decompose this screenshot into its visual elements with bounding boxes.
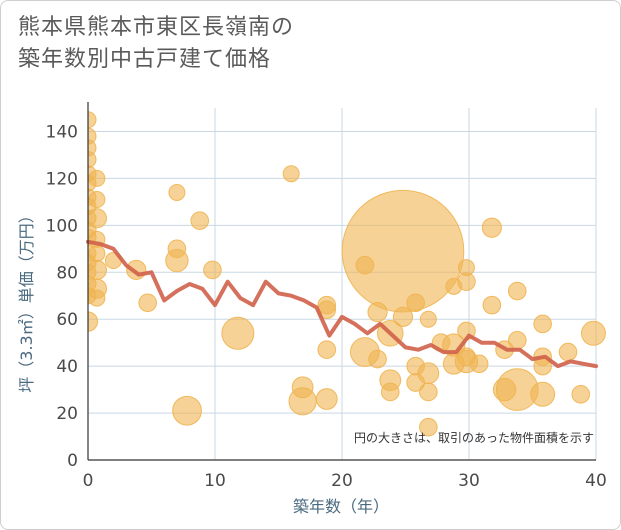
y-tick-label: 0 bbox=[67, 451, 78, 471]
data-bubble bbox=[88, 191, 106, 209]
data-bubble bbox=[419, 310, 437, 328]
x-tick-label: 40 bbox=[585, 471, 607, 491]
data-bubble bbox=[88, 244, 106, 262]
trend-line bbox=[86, 239, 598, 369]
data-bubble bbox=[282, 165, 300, 183]
y-tick-label: 100 bbox=[46, 216, 78, 236]
data-bubble bbox=[558, 342, 578, 362]
chart-title: 熊本県熊本市東区長嶺南の 築年数別中古戸建て価格 bbox=[18, 12, 294, 76]
data-bubble bbox=[580, 320, 606, 346]
data-bubble bbox=[315, 388, 338, 410]
data-bubble bbox=[172, 395, 202, 426]
data-bubble bbox=[507, 281, 527, 301]
y-tick-label: 20 bbox=[56, 404, 78, 424]
chart-title-line2: 築年数別中古戸建て価格 bbox=[18, 47, 272, 72]
data-bubble bbox=[419, 417, 438, 437]
y-tick-label: 120 bbox=[46, 169, 78, 189]
data-bubble bbox=[288, 387, 317, 416]
data-bubble bbox=[88, 111, 97, 129]
bubble-layer bbox=[88, 111, 606, 437]
y-tick-label: 40 bbox=[56, 357, 78, 377]
data-bubble bbox=[530, 381, 556, 407]
data-bubble bbox=[165, 248, 189, 273]
x-tick-label: 10 bbox=[204, 471, 226, 491]
data-bubble bbox=[190, 211, 210, 230]
x-tick-label: 0 bbox=[83, 471, 94, 491]
data-bubble bbox=[88, 259, 107, 281]
data-bubble bbox=[380, 382, 400, 402]
y-axis-label: 坪（3.3㎡）単価（万円） bbox=[17, 207, 36, 392]
y-tick-label: 60 bbox=[56, 310, 78, 330]
chart-annotation: 円の大きさは、取引のあった物件面積を示す bbox=[354, 430, 594, 445]
data-bubble bbox=[469, 354, 489, 374]
data-bubble bbox=[406, 293, 425, 313]
data-bubble bbox=[221, 316, 255, 350]
y-tick-label: 80 bbox=[56, 263, 78, 283]
data-bubble bbox=[392, 306, 414, 327]
data-bubble bbox=[368, 349, 387, 369]
data-bubble bbox=[481, 217, 502, 238]
data-bubble bbox=[88, 151, 97, 169]
data-bubble bbox=[417, 362, 440, 385]
x-axis-label: 築年数（年） bbox=[293, 497, 389, 516]
data-bubble bbox=[203, 260, 222, 280]
data-bubble bbox=[457, 272, 476, 291]
axes-layer: 0 10 20 30 40 0 20 40 60 80 100 120 140 bbox=[46, 102, 607, 491]
data-bubble bbox=[88, 289, 106, 307]
data-bubble bbox=[138, 293, 157, 313]
chart-title-line1: 熊本県熊本市東区長嶺南の bbox=[18, 15, 295, 40]
data-bubble bbox=[533, 314, 552, 334]
x-tick-label: 30 bbox=[458, 471, 480, 491]
data-bubble bbox=[88, 208, 107, 229]
data-bubble bbox=[341, 189, 465, 313]
data-bubble bbox=[507, 331, 527, 350]
data-bubble bbox=[482, 295, 502, 315]
data-bubble bbox=[419, 382, 438, 402]
trend-line-layer bbox=[86, 239, 598, 369]
data-bubble bbox=[571, 384, 591, 404]
x-tick-label: 20 bbox=[331, 471, 353, 491]
data-bubble bbox=[88, 169, 106, 187]
data-bubble bbox=[168, 183, 186, 201]
data-bubble bbox=[317, 340, 337, 360]
y-tick-label: 140 bbox=[46, 122, 78, 142]
